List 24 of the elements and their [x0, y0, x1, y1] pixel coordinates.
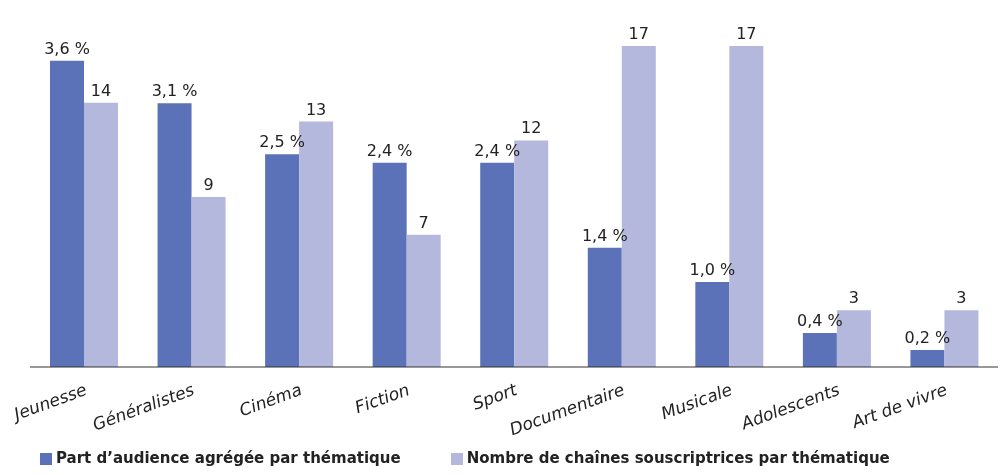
data-label: 14: [90, 80, 112, 100]
data-label: 2,5 %: [259, 132, 305, 152]
data-label: 3,1 %: [151, 81, 198, 101]
data-label: 1,0 %: [689, 259, 736, 279]
data-label: 0,2 %: [904, 327, 951, 347]
data-label: 3: [848, 288, 859, 308]
bar: [695, 281, 730, 367]
bar: [910, 349, 945, 367]
data-label: 0,4 %: [797, 310, 843, 330]
x-tick-label: Art de vivre: [848, 379, 950, 433]
data-label: 2,4 %: [474, 140, 521, 160]
data-label: 12: [521, 118, 542, 138]
data-label: 17: [628, 24, 649, 44]
legend-label: Nombre de chaînes souscriptrices par thématique: [466, 449, 890, 467]
data-label: 2,4 %: [366, 140, 413, 160]
data-label: 13: [305, 99, 327, 119]
data-label: 17: [736, 24, 757, 44]
x-tick-label: Fiction: [352, 379, 412, 418]
data-label: 3: [956, 288, 967, 308]
data-label: 9: [203, 175, 214, 195]
data-label: 1,4 %: [581, 225, 628, 245]
data-label: 7: [418, 212, 429, 232]
data-label: 3,6 %: [44, 38, 90, 58]
legend-label: Part d’audience agrégée par thématique: [56, 449, 401, 467]
